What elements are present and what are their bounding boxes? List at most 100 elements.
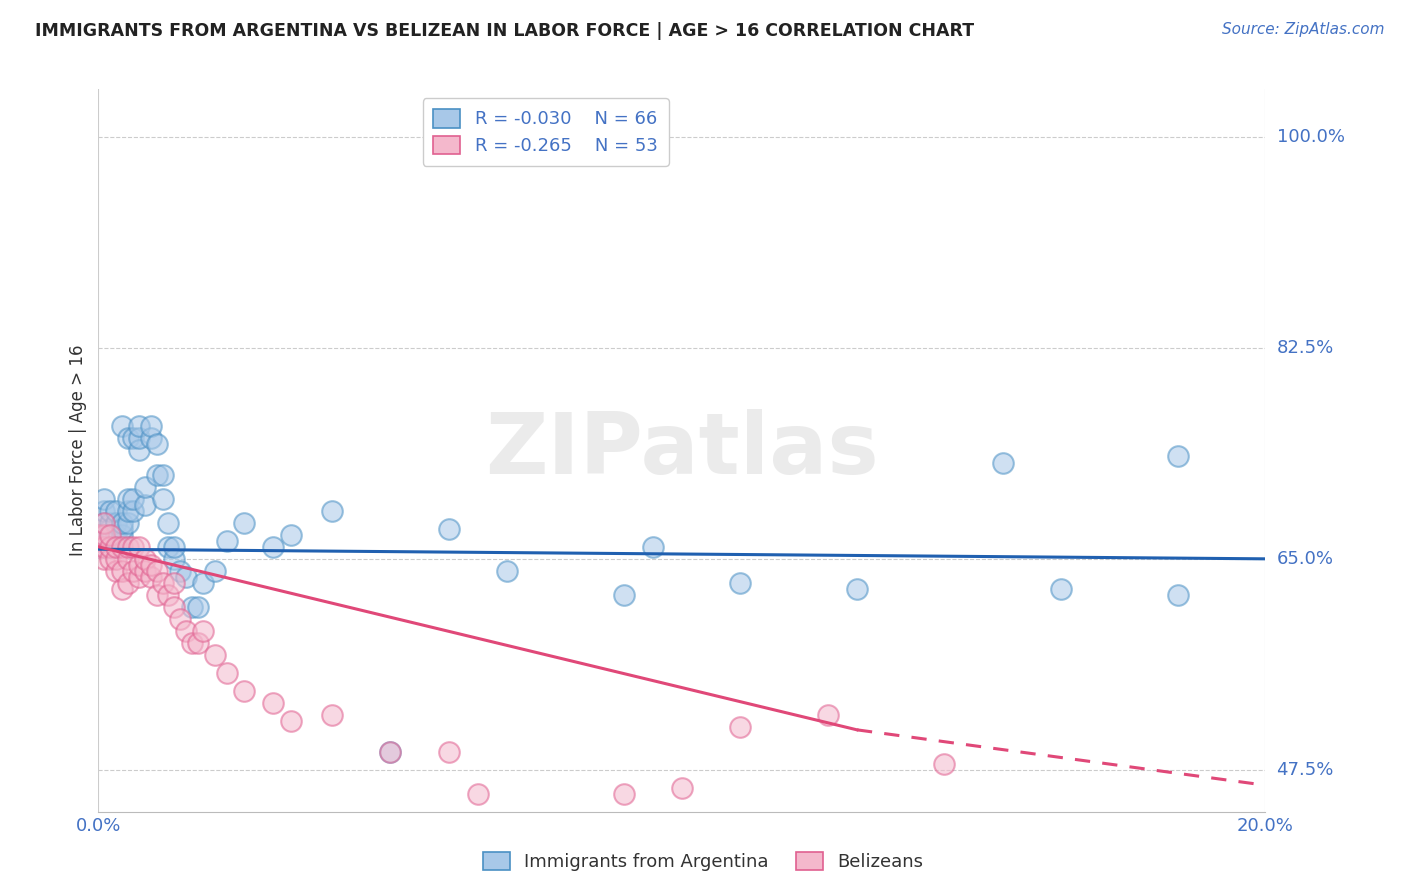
Point bbox=[846, 582, 869, 596]
Point bbox=[93, 551, 115, 566]
Point bbox=[152, 491, 174, 506]
Point bbox=[117, 576, 139, 591]
Legend: R = -0.030    N = 66, R = -0.265    N = 53: R = -0.030 N = 66, R = -0.265 N = 53 bbox=[423, 98, 669, 166]
Point bbox=[262, 540, 284, 554]
Point bbox=[321, 708, 343, 723]
Point bbox=[93, 540, 115, 554]
Point bbox=[280, 714, 302, 729]
Point bbox=[93, 516, 115, 530]
Point bbox=[117, 491, 139, 506]
Point bbox=[157, 516, 180, 530]
Point bbox=[111, 419, 134, 434]
Point bbox=[139, 570, 162, 584]
Point bbox=[641, 540, 664, 554]
Text: ZIPatlas: ZIPatlas bbox=[485, 409, 879, 492]
Point bbox=[215, 666, 238, 681]
Point bbox=[1167, 829, 1189, 843]
Point bbox=[730, 576, 752, 591]
Point bbox=[93, 516, 115, 530]
Point bbox=[117, 432, 139, 446]
Point bbox=[146, 564, 169, 578]
Point bbox=[467, 787, 489, 801]
Point bbox=[496, 564, 519, 578]
Point bbox=[991, 456, 1014, 470]
Point bbox=[122, 504, 145, 518]
Point bbox=[174, 570, 197, 584]
Point bbox=[157, 588, 180, 602]
Point bbox=[104, 516, 127, 530]
Point bbox=[1167, 588, 1189, 602]
Point bbox=[134, 564, 156, 578]
Text: 100.0%: 100.0% bbox=[1277, 128, 1344, 146]
Text: IMMIGRANTS FROM ARGENTINA VS BELIZEAN IN LABOR FORCE | AGE > 16 CORRELATION CHAR: IMMIGRANTS FROM ARGENTINA VS BELIZEAN IN… bbox=[35, 22, 974, 40]
Point bbox=[128, 443, 150, 458]
Point bbox=[139, 432, 162, 446]
Point bbox=[93, 491, 115, 506]
Point bbox=[117, 551, 139, 566]
Point bbox=[122, 540, 145, 554]
Point bbox=[104, 528, 127, 542]
Point bbox=[98, 522, 121, 536]
Point bbox=[128, 540, 150, 554]
Point bbox=[437, 522, 460, 536]
Point bbox=[152, 576, 174, 591]
Point bbox=[98, 540, 121, 554]
Point bbox=[817, 708, 839, 723]
Point bbox=[215, 533, 238, 548]
Point bbox=[146, 437, 169, 451]
Point bbox=[157, 540, 180, 554]
Point bbox=[169, 564, 191, 578]
Point bbox=[93, 540, 115, 554]
Point bbox=[98, 528, 121, 542]
Point bbox=[134, 551, 156, 566]
Point bbox=[87, 540, 110, 554]
Point bbox=[163, 540, 186, 554]
Point bbox=[111, 564, 134, 578]
Point bbox=[98, 533, 121, 548]
Point bbox=[104, 551, 127, 566]
Point bbox=[98, 516, 121, 530]
Point bbox=[193, 576, 215, 591]
Point bbox=[1050, 582, 1073, 596]
Point bbox=[122, 491, 145, 506]
Point bbox=[93, 504, 115, 518]
Point bbox=[111, 540, 134, 554]
Point bbox=[152, 467, 174, 482]
Point bbox=[134, 498, 156, 512]
Point bbox=[187, 600, 209, 615]
Point bbox=[122, 432, 145, 446]
Point bbox=[117, 540, 139, 554]
Point bbox=[128, 558, 150, 572]
Point bbox=[193, 624, 215, 639]
Point bbox=[180, 636, 202, 650]
Point bbox=[98, 551, 121, 566]
Point bbox=[262, 696, 284, 710]
Point bbox=[93, 528, 115, 542]
Text: Source: ZipAtlas.com: Source: ZipAtlas.com bbox=[1222, 22, 1385, 37]
Text: 47.5%: 47.5% bbox=[1277, 761, 1334, 779]
Point bbox=[437, 745, 460, 759]
Point bbox=[139, 558, 162, 572]
Text: 65.0%: 65.0% bbox=[1277, 549, 1333, 568]
Point bbox=[204, 648, 226, 663]
Point bbox=[128, 570, 150, 584]
Point bbox=[128, 419, 150, 434]
Point bbox=[111, 516, 134, 530]
Point bbox=[134, 480, 156, 494]
Point bbox=[104, 564, 127, 578]
Point bbox=[174, 624, 197, 639]
Point bbox=[163, 551, 186, 566]
Point bbox=[380, 745, 402, 759]
Point bbox=[321, 504, 343, 518]
Point bbox=[87, 528, 110, 542]
Point bbox=[87, 528, 110, 542]
Point bbox=[111, 522, 134, 536]
Point bbox=[233, 516, 256, 530]
Point bbox=[612, 787, 634, 801]
Point bbox=[163, 576, 186, 591]
Point bbox=[98, 504, 121, 518]
Point bbox=[612, 588, 634, 602]
Point bbox=[128, 432, 150, 446]
Point bbox=[117, 516, 139, 530]
Point bbox=[104, 540, 127, 554]
